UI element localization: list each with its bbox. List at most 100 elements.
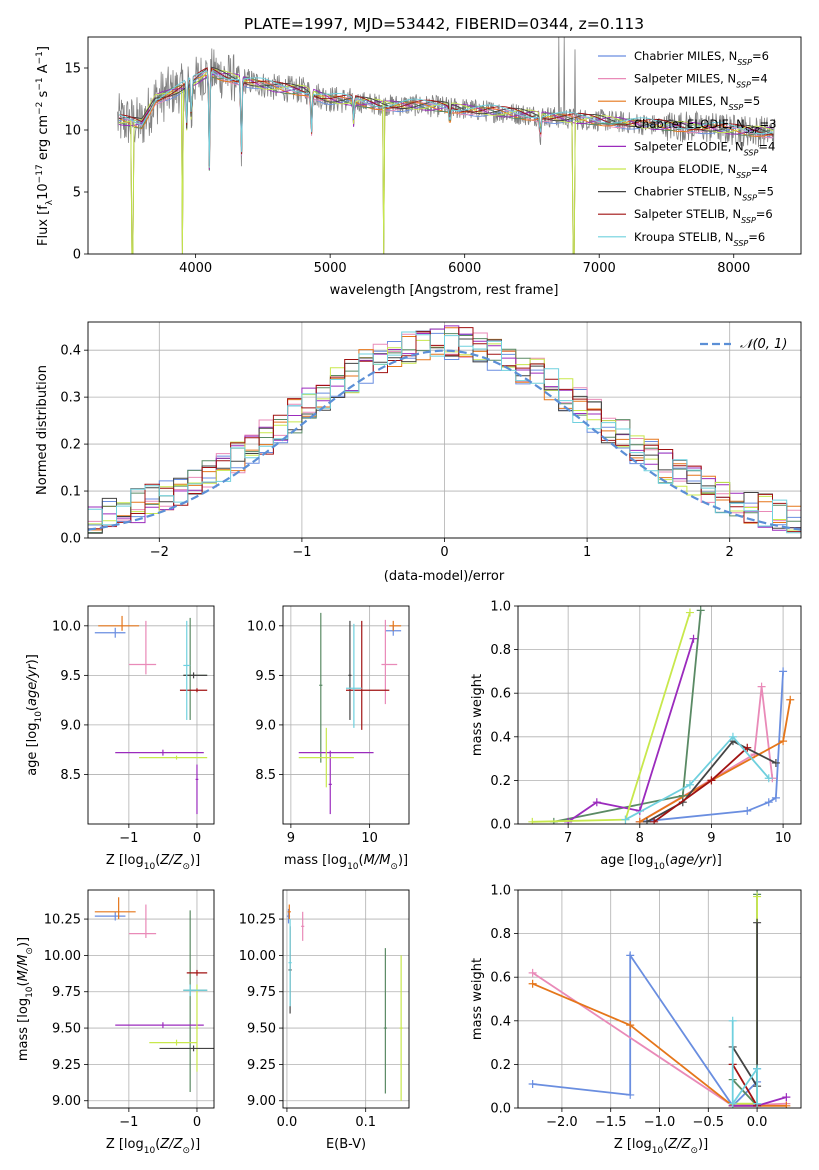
legend-entry: 𝒩(0, 1) xyxy=(740,337,787,352)
y-tick-label: 9.25 xyxy=(52,1058,81,1073)
y-tick-label: 9.0 xyxy=(255,718,276,733)
y-tick-label: 10.0 xyxy=(52,619,81,634)
y-tick-label: 0.8 xyxy=(490,927,511,942)
x-tick-label: 0 xyxy=(193,831,201,846)
axes-spectrum: 4000 5000 6000 7000 8000 0 5 10 15 xyxy=(64,36,802,276)
axes-age-vs-Z: −1 0 8.5 9.0 9.5 10.0 xyxy=(52,605,215,846)
x-tick-label: 10 xyxy=(775,831,792,846)
plot-area xyxy=(298,612,402,815)
y-tick-label: 9.00 xyxy=(247,1094,276,1109)
x-axis-label: age [log10(age/yr)] xyxy=(600,853,722,872)
y-tick-label: 9.25 xyxy=(247,1058,276,1073)
x-tick-label: 4000 xyxy=(179,261,212,276)
model-spectrum-line xyxy=(118,67,774,167)
legend-entry: Salpeter STELIB, NSSP=6 xyxy=(634,207,773,225)
y-tick-label: 0.4 xyxy=(60,344,81,359)
y-tick-label: 10.25 xyxy=(44,913,81,928)
weight-point-marker xyxy=(707,776,716,785)
y-tick-label: 9.50 xyxy=(247,1022,276,1037)
y-tick-label: 0.2 xyxy=(60,438,81,453)
x-tick-label: −1 xyxy=(292,545,311,560)
y-tick-label: 0.1 xyxy=(60,485,81,500)
weight-point-marker xyxy=(753,918,762,927)
chart-title: PLATE=1997, MJD=53442, FIBERID=0344, z=0… xyxy=(244,15,644,33)
y-axis-label: mass weight xyxy=(470,958,485,1040)
weight-point-marker xyxy=(528,817,537,824)
weight-point-marker xyxy=(728,1016,737,1025)
residual-histogram xyxy=(88,331,801,534)
y-tick-label: 10.0 xyxy=(247,619,276,634)
weight-point-marker xyxy=(771,793,780,802)
legend-entry: Kroupa MILES, NSSP=5 xyxy=(634,94,760,112)
x-tick-label: −1.5 xyxy=(595,1115,627,1130)
weight-point-marker xyxy=(621,815,630,824)
x-tick-label: 0.0 xyxy=(747,1115,768,1130)
weight-point-marker xyxy=(764,798,773,807)
y-tick-label: 0.8 xyxy=(490,643,511,658)
x-tick-label: 0 xyxy=(440,545,448,560)
x-axis-label: Z [log10(Z/Z⊙)] xyxy=(106,1137,200,1156)
weight-point-marker xyxy=(650,817,659,824)
legend-entry: Kroupa STELIB, NSSP=6 xyxy=(634,230,765,248)
model-spectrum-line xyxy=(118,74,774,254)
weight-point-marker xyxy=(786,695,795,704)
legend-entry: Chabrier STELIB, NSSP=5 xyxy=(634,185,774,203)
y-tick-label: 10.00 xyxy=(44,949,81,964)
weight-point-marker xyxy=(696,606,705,615)
y-tick-label: 0.3 xyxy=(60,391,81,406)
axes-frame xyxy=(87,321,802,539)
y-axis-label: mass [log10(M/M⊙)] xyxy=(16,937,35,1061)
y-tick-label: 8.5 xyxy=(255,768,276,783)
weight-point-marker xyxy=(626,1090,635,1099)
weight-point-marker xyxy=(743,806,752,815)
observed-spectrum-line xyxy=(117,37,776,168)
grid xyxy=(283,606,409,824)
plot-area xyxy=(94,615,208,815)
x-tick-label: 8 xyxy=(636,831,644,846)
y-tick-label: 1.0 xyxy=(490,884,511,899)
x-tick-label: 10 xyxy=(361,831,378,846)
x-tick-label: −1 xyxy=(119,831,138,846)
weight-point-marker xyxy=(528,1080,537,1089)
weight-point-marker xyxy=(757,682,766,691)
weight-point-marker xyxy=(771,758,780,767)
axes-age-vs-mass: 9 10 8.5 9.0 9.5 10.0 xyxy=(247,605,410,846)
axes-weight-vs-age: 7 8 9 10 0.0 0.2 0.4 0.6 0.8 1.0 xyxy=(490,600,802,846)
plot-area xyxy=(528,890,791,1108)
y-tick-label: 9.75 xyxy=(247,985,276,1000)
weight-point-marker xyxy=(635,817,644,824)
y-tick-label: 9.5 xyxy=(60,669,81,684)
axes-frame xyxy=(282,605,410,825)
model-spectrum-line xyxy=(118,69,774,254)
x-axis-label: Z [log10(Z/Z⊙)] xyxy=(614,1137,708,1156)
axes-frame xyxy=(87,889,215,1109)
weight-point-marker xyxy=(592,798,601,807)
x-axis-label: Z [log10(Z/Z⊙)] xyxy=(106,853,200,872)
plot-area xyxy=(94,897,214,1093)
legend-entry: Kroupa ELODIE, NSSP=4 xyxy=(634,162,768,180)
x-tick-label: −1.0 xyxy=(644,1115,676,1130)
legend-entry: Salpeter ELODIE, NSSP=4 xyxy=(634,139,775,157)
plot-area xyxy=(88,325,801,534)
y-tick-label: 9.5 xyxy=(255,669,276,684)
y-tick-label: 8.5 xyxy=(60,768,81,783)
weight-series-line xyxy=(731,922,758,1090)
y-tick-label: 10.00 xyxy=(239,949,276,964)
x-axis-label: mass [log10(M/M⊙)] xyxy=(284,853,408,872)
plot-area xyxy=(117,37,776,254)
weight-point-marker xyxy=(782,1101,791,1108)
x-tick-label: 5000 xyxy=(314,261,347,276)
x-axis-label: wavelength [Angstrom, rest frame] xyxy=(330,283,559,298)
legend-entry: Chabrier MILES, NSSP=6 xyxy=(634,49,769,67)
weight-series-line xyxy=(653,747,748,823)
x-tick-label: 0.1 xyxy=(355,1115,376,1130)
x-tick-label: −1 xyxy=(119,1115,138,1130)
axes-mass-vs-Z: −1 0 9.00 9.25 9.50 9.75 10.00 10.25 xyxy=(44,889,215,1130)
x-tick-label: 8000 xyxy=(717,261,750,276)
weight-point-marker xyxy=(753,1099,762,1108)
y-tick-label: 5 xyxy=(73,186,81,201)
y-tick-label: 9.00 xyxy=(52,1094,81,1109)
weight-point-marker xyxy=(779,667,788,676)
y-axis-label: mass weight xyxy=(470,674,485,756)
